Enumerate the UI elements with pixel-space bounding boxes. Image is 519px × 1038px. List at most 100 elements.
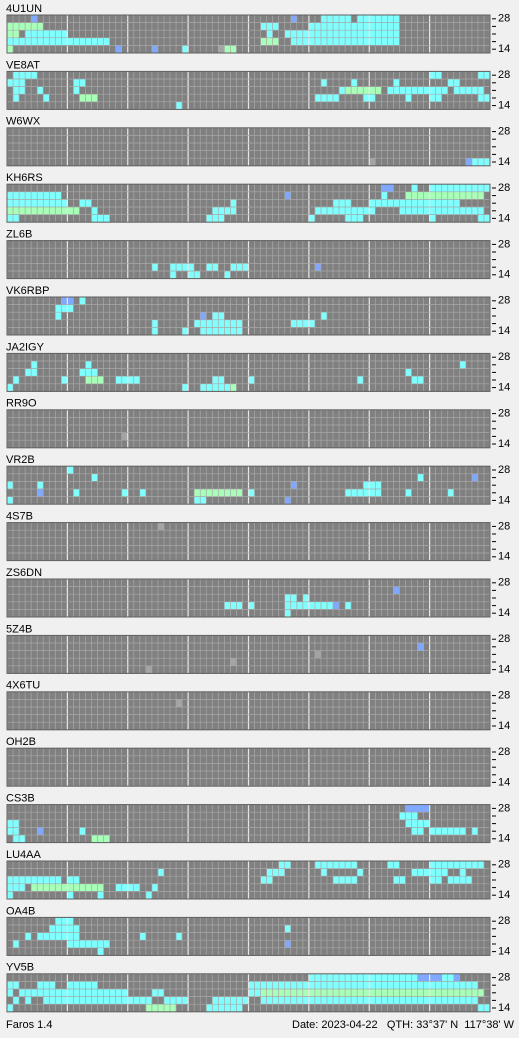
signal-cell [314, 861, 358, 869]
signal-cell [151, 327, 158, 335]
band-label-bottom: 14 [498, 212, 510, 224]
signal-cell [7, 989, 14, 997]
signal-cell [230, 658, 237, 666]
grid-border [6, 240, 491, 280]
band-label-top: 28 [498, 972, 510, 984]
signal-cell [7, 37, 110, 46]
beacon-call: ZL6B [6, 229, 32, 241]
signal-cell [320, 868, 327, 877]
signal-cell [139, 489, 146, 497]
beacon-call: 5Z4B [6, 623, 32, 635]
signal-cell [145, 891, 152, 899]
signal-cell [230, 383, 237, 392]
signal-cell [49, 925, 80, 933]
band-label-bottom: 14 [498, 607, 510, 619]
signal-cell [200, 327, 243, 335]
signal-cell [67, 891, 74, 899]
signal-cell [79, 94, 98, 102]
signal-cell [284, 940, 291, 948]
signal-cell [176, 932, 183, 941]
signal-cell [55, 304, 74, 313]
band-label-bottom: 14 [498, 269, 510, 281]
band-label-bottom: 14 [498, 100, 510, 112]
signal-cell [248, 376, 255, 384]
beacon-call: VK6RBP [6, 285, 49, 297]
band-label-top: 28 [498, 577, 510, 589]
beacon-call: OH2B [6, 736, 36, 748]
band-label-top: 28 [498, 13, 510, 25]
signal-cell [7, 79, 26, 87]
band-label-top: 28 [498, 746, 510, 758]
grid-border [6, 860, 491, 900]
signal-cell [7, 883, 26, 892]
signal-cell [91, 835, 110, 843]
signal-cell [381, 191, 388, 200]
beacon-call: W6WX [6, 116, 41, 128]
signal-cell [79, 368, 98, 377]
signal-cell [308, 22, 400, 31]
signal-cell [369, 199, 460, 207]
signal-cell [188, 263, 195, 271]
signal-cell [429, 861, 484, 869]
signal-cell [260, 989, 484, 997]
band-label-top: 28 [498, 859, 510, 871]
signal-cell [405, 94, 412, 102]
signal-cell [320, 15, 352, 23]
signal-cell [121, 489, 128, 497]
signal-cell [139, 932, 146, 941]
signal-cell [266, 30, 273, 38]
signal-cell [115, 45, 122, 53]
signal-cell [290, 481, 297, 489]
signal-cell [314, 263, 321, 271]
signal-cell [7, 496, 14, 505]
signal-cell [284, 496, 291, 505]
signal-cell [91, 207, 98, 215]
signal-cell [91, 473, 98, 482]
signal-cell [345, 601, 352, 610]
grid-border [6, 14, 491, 54]
band-label-top: 28 [498, 238, 510, 250]
signal-cell [266, 868, 285, 877]
band-label-bottom: 14 [498, 494, 510, 506]
signal-cell [284, 30, 400, 38]
signal-cell [453, 973, 460, 982]
app-version: Faros 1.4 [6, 1019, 52, 1031]
signal-cell [31, 15, 38, 23]
signal-cell [290, 15, 297, 23]
band-label-bottom: 14 [498, 1002, 510, 1014]
signal-cell [182, 383, 189, 392]
signal-cell [85, 376, 104, 384]
beacon-call: 4S7B [6, 511, 33, 523]
signal-cell [411, 184, 418, 192]
signal-cell [67, 981, 98, 989]
signal-cell [13, 94, 20, 102]
signal-cell [357, 376, 364, 384]
signal-cell [417, 643, 424, 651]
signal-cell [79, 297, 86, 305]
qth: QTH: 33°37' N 117°38' W [387, 1019, 515, 1031]
signal-cell [157, 868, 164, 877]
grid-border [6, 973, 491, 1013]
signal-cell [7, 383, 14, 392]
band-label-top: 28 [498, 464, 510, 476]
signal-cell [224, 271, 231, 279]
signal-cell [97, 947, 104, 956]
signal-cell [182, 45, 189, 53]
signal-cell [284, 925, 291, 933]
signal-cell [339, 86, 346, 95]
band-label-top: 28 [498, 182, 510, 194]
signal-cell [182, 327, 189, 335]
signal-cell [37, 981, 56, 989]
beacon-call: OA4B [6, 905, 35, 917]
grid-border [6, 916, 491, 956]
band-label-bottom: 14 [498, 664, 510, 676]
signal-cell [230, 263, 249, 271]
band-label-top: 28 [498, 408, 510, 420]
signal-cell [25, 932, 32, 941]
band-label-bottom: 14 [498, 43, 510, 55]
signal-cell [357, 15, 400, 23]
band-label-top: 28 [498, 295, 510, 307]
beacon-call: 4X6TU [6, 680, 40, 692]
beacon-call: JA2IGY [6, 341, 45, 353]
